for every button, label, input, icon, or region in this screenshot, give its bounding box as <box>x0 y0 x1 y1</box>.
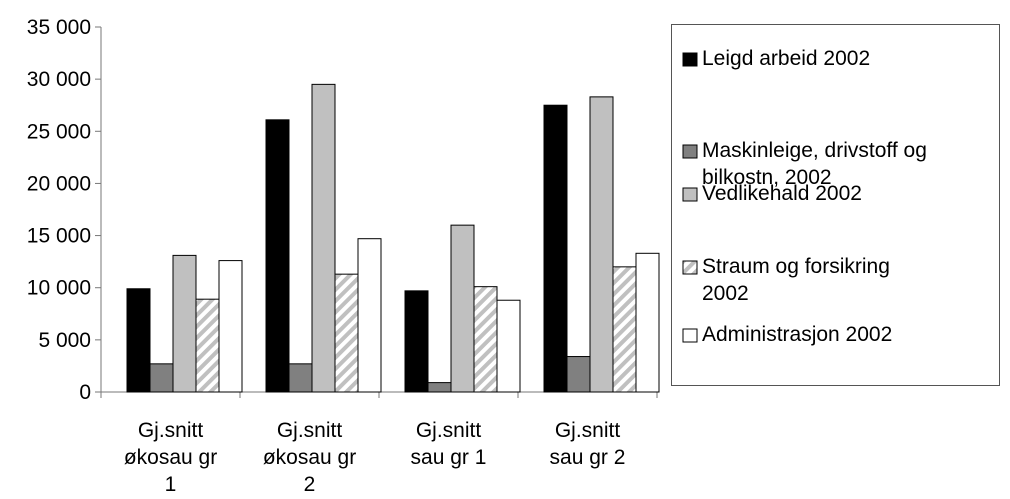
legend-item: Maskinleige, drivstoff og bilkostn, 2002 <box>682 137 1002 191</box>
legend-label: Administrasjon 2002 <box>702 323 893 346</box>
bar <box>311 83 336 393</box>
x-tick-label: Gj.snitt sau gr 2 <box>550 419 626 469</box>
y-tick-label: 20 000 <box>27 172 91 195</box>
bar <box>473 286 498 393</box>
bar <box>357 238 382 393</box>
x-tick-label: Gj.snitt økosau gr 1 <box>124 419 217 496</box>
x-tick-label: Gj.snitt sau gr 1 <box>411 419 487 469</box>
y-axis: 0 5 000 10 000 15 000 20 000 25 000 30 000 35 0… <box>27 16 102 404</box>
bar <box>589 96 614 393</box>
legend-item: Straum og forsikring 2002 <box>682 253 932 307</box>
legend-swatch <box>682 187 698 202</box>
y-tick-label: 35 000 <box>27 16 91 39</box>
y-tick-label: 0 <box>79 381 91 404</box>
bar <box>265 119 290 393</box>
legend-swatch <box>682 328 698 343</box>
legend: Leigd arbeid 2002 Maskinleige, drivstoff… <box>671 24 1000 386</box>
y-tick-label: 30 000 <box>27 68 91 91</box>
bar <box>543 104 568 393</box>
bar <box>288 363 313 393</box>
bar <box>218 260 243 393</box>
bar <box>612 266 637 393</box>
bar <box>126 288 151 393</box>
bar <box>404 290 429 393</box>
legend-swatch <box>682 260 698 275</box>
bar <box>172 254 197 393</box>
bar <box>427 382 452 393</box>
bar-chart: 0 5 000 10 000 15 000 20 000 25 000 30 000 35 0… <box>27 16 660 496</box>
legend-swatch <box>682 144 698 159</box>
bar <box>566 356 591 393</box>
bar <box>334 273 359 393</box>
x-axis: Gj.snitt økosau gr 1 Gj.snitt økosau gr 2 Gj.s… <box>100 391 658 496</box>
bar <box>450 224 475 393</box>
bar <box>635 252 660 393</box>
legend-label: Maskinleige, drivstoff og bilkostn, 2002 <box>702 139 927 189</box>
y-tick-label: 15 000 <box>27 225 91 248</box>
bar <box>149 363 174 393</box>
legend-swatch <box>682 52 698 67</box>
bar <box>195 298 220 393</box>
legend-label: Vedlikehald 2002 <box>702 182 862 205</box>
x-tick-label: Gj.snitt økosau gr 2 <box>263 419 356 496</box>
y-tick-label: 25 000 <box>27 120 91 143</box>
bar <box>496 299 521 393</box>
bars <box>126 83 660 393</box>
y-tick-label: 5 000 <box>38 329 91 352</box>
y-tick-label: 10 000 <box>27 277 91 300</box>
legend-item: Vedlikehald 2002 <box>682 180 862 207</box>
legend-label: Leigd arbeid 2002 <box>702 47 871 70</box>
legend-label: Straum og forsikring 2002 <box>702 255 890 305</box>
legend-item: Leigd arbeid 2002 <box>682 45 870 72</box>
legend-item: Administrasjon 2002 <box>682 321 892 348</box>
